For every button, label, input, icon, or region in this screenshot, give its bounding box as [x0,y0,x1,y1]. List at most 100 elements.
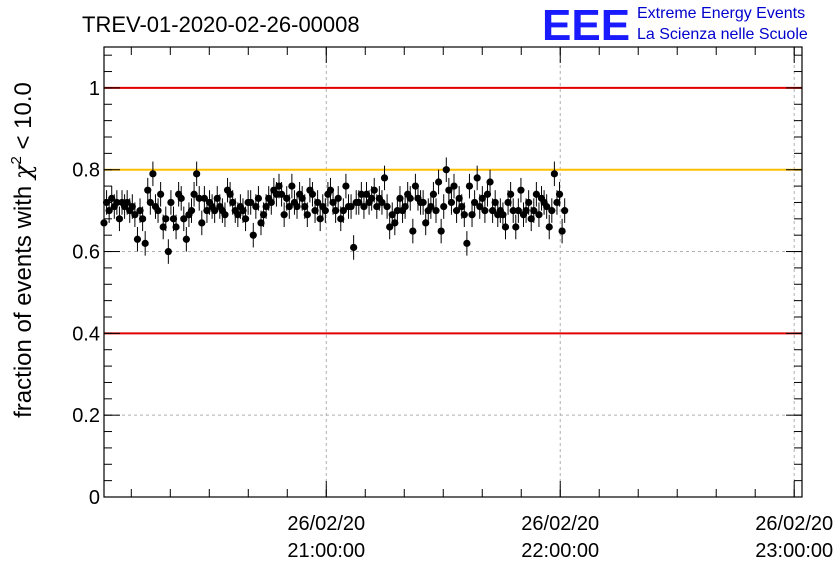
data-point [133,235,142,243]
chart-title: TREV-01-2020-02-26-00008 [82,12,360,37]
data-point [437,227,445,235]
data-point [483,190,492,198]
data-point [105,207,113,215]
data-point [221,211,229,219]
data-point [458,202,466,211]
data-point [337,215,345,223]
data-point [164,247,172,256]
data-point [190,190,198,198]
data-point [465,182,474,190]
data-point [267,198,275,207]
data-point [478,194,486,202]
data-point [535,211,543,219]
data-point [391,219,399,227]
data-point [303,211,311,219]
data-point [203,207,211,215]
data-point [434,178,443,186]
data-point [507,190,515,198]
data-point [239,207,247,215]
data-point [401,202,409,211]
x-tick-time: 21:00:00 [287,540,365,562]
data-point [229,198,237,207]
data-point [350,243,358,252]
y-tick-label: 0.8 [72,160,100,182]
data-point [378,198,386,207]
data-point [326,186,335,194]
data-point [198,219,206,227]
axes: 0 0.2 0.4 0.6 0.8 1 26/02/20 21:00:00 26/02/20 22… [72,47,833,562]
data-point [491,198,499,207]
data-point [409,227,417,235]
data-point [362,190,371,198]
data-point [213,194,221,202]
data-point [211,207,219,215]
x-tick-time: 22:00:00 [521,540,599,562]
data-point [144,186,152,194]
data-point [301,202,309,211]
data-point [522,207,530,215]
data-point [545,223,553,231]
data-point [200,194,208,202]
data-point [234,211,242,219]
data-point [548,207,556,215]
data-point [525,198,533,207]
data-point [532,190,540,198]
data-point [254,194,263,202]
data-points [100,157,569,264]
data-point [339,207,347,215]
data-point [247,198,255,207]
data-point [512,223,520,231]
data-point [154,207,162,215]
data-point [193,170,201,178]
data-point [476,202,484,211]
data-point [504,198,512,207]
data-point [293,202,301,211]
grid [104,47,802,497]
data-point [447,198,456,207]
data-point [329,198,337,207]
data-point [514,207,522,215]
data-point [452,207,461,215]
data-point [257,219,265,227]
data-point [277,190,286,198]
data-point [555,190,564,198]
data-point [283,194,291,202]
logo-letters: EEE [542,1,630,50]
data-point [429,190,438,198]
data-point [182,235,190,243]
data-point [172,223,180,231]
data-point [468,211,476,219]
y-tick-label: 0.2 [72,405,100,427]
data-point [272,190,281,198]
data-point [195,194,203,202]
data-point [471,198,479,207]
y-tick-label: 0.4 [72,323,100,345]
data-point [422,219,430,227]
data-point [486,178,494,186]
data-point [342,182,350,190]
x-tick-time: 23:00:00 [755,540,833,562]
data-point [440,202,448,211]
x-tick-date: 26/02/20 [755,513,833,535]
data-point [252,202,260,211]
data-point [481,207,489,215]
data-point [332,207,340,215]
data-point [275,182,283,190]
data-point [455,194,463,202]
logo-line1: Extreme Energy Events [637,5,805,22]
y-axis-label: fraction of events with χ2 < 10.0 [8,82,37,418]
x-tick-date: 26/02/20 [521,513,599,535]
data-point [380,174,389,182]
data-point [501,223,510,231]
plot-frame [103,46,803,498]
data-point [489,207,497,215]
y-tick-label: 0.6 [72,242,100,264]
data-point [527,215,535,223]
data-point [558,227,566,235]
eee-logo: EEE Extreme Energy Events La Scienza nel… [542,1,808,50]
reference-lines [104,86,802,335]
data-point [499,211,507,219]
data-point [388,211,396,219]
data-point [509,207,517,215]
